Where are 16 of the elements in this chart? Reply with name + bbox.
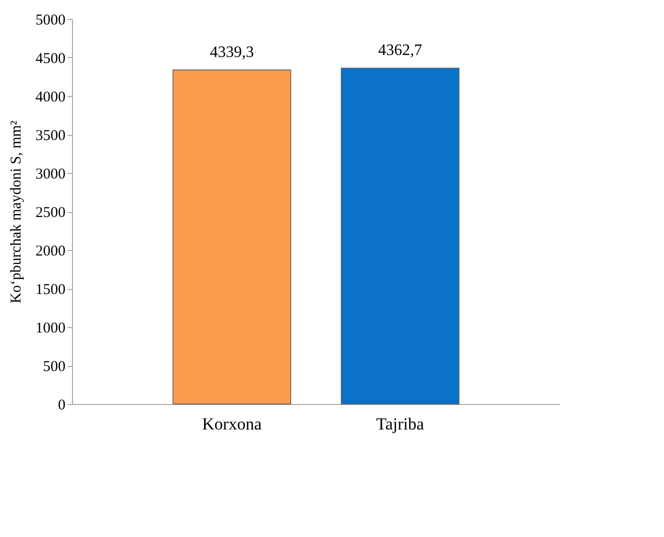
y-tick-label: 500 xyxy=(43,359,66,375)
x-tick-label: Tajriba xyxy=(376,414,425,434)
data-label: 4362,7 xyxy=(378,42,422,60)
y-tick-label: 0 xyxy=(58,398,66,414)
y-tick-label: 1500 xyxy=(36,282,66,298)
y-tick-label: 5000 xyxy=(36,12,66,28)
y-tick-label: 3000 xyxy=(36,166,66,182)
data-label: 4339,3 xyxy=(210,44,254,61)
y-tick-label: 4000 xyxy=(36,90,66,106)
y-tick-label: 4500 xyxy=(36,51,66,67)
y-tick-label: 2500 xyxy=(36,205,66,221)
y-tick-label: 3500 xyxy=(36,128,66,144)
y-axis-title: Ko‘pburchak maydoni S, mm² xyxy=(8,120,24,304)
y-tick-label: 1000 xyxy=(36,320,66,336)
y-tick-label: 2000 xyxy=(36,244,66,260)
x-tick-label: Korxona xyxy=(202,414,262,434)
